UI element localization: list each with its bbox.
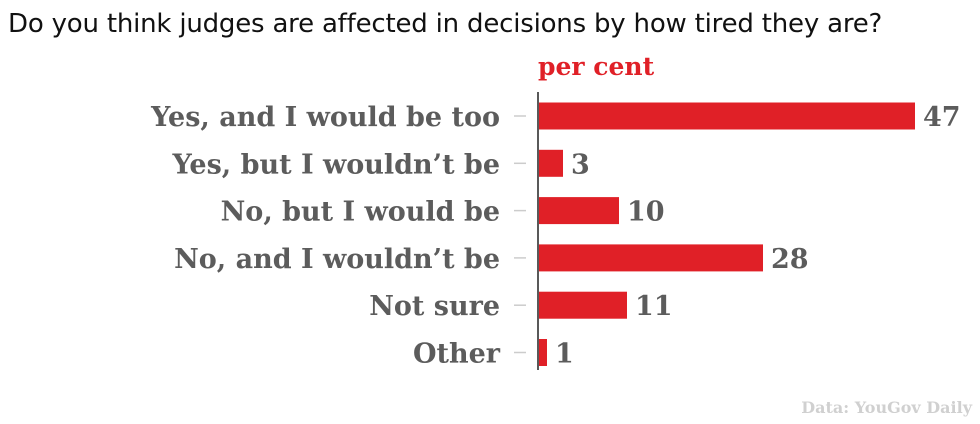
bar xyxy=(539,102,915,130)
value-label: 3 xyxy=(571,149,590,180)
bar xyxy=(539,291,627,319)
bar xyxy=(539,244,763,272)
value-label: 10 xyxy=(627,197,665,228)
value-label: 1 xyxy=(555,339,574,370)
source-credit: Data: YouGov Daily xyxy=(801,398,972,417)
value-label: 47 xyxy=(923,102,961,133)
category-label: Yes, and I would be too xyxy=(150,102,500,133)
unit-label: per cent xyxy=(538,52,655,81)
category-label: Yes, but I wouldn’t be xyxy=(172,149,501,180)
bar xyxy=(539,149,563,177)
category-label: No, but I would be xyxy=(221,197,500,228)
value-label: 11 xyxy=(635,291,673,322)
bar xyxy=(539,197,619,225)
category-label: Not sure xyxy=(369,291,500,322)
chart-title: Do you think judges are affected in deci… xyxy=(8,9,883,39)
category-label: No, and I wouldn’t be xyxy=(174,244,500,275)
value-label: 28 xyxy=(771,244,809,275)
bar xyxy=(539,339,547,366)
category-label: Other xyxy=(413,339,501,370)
